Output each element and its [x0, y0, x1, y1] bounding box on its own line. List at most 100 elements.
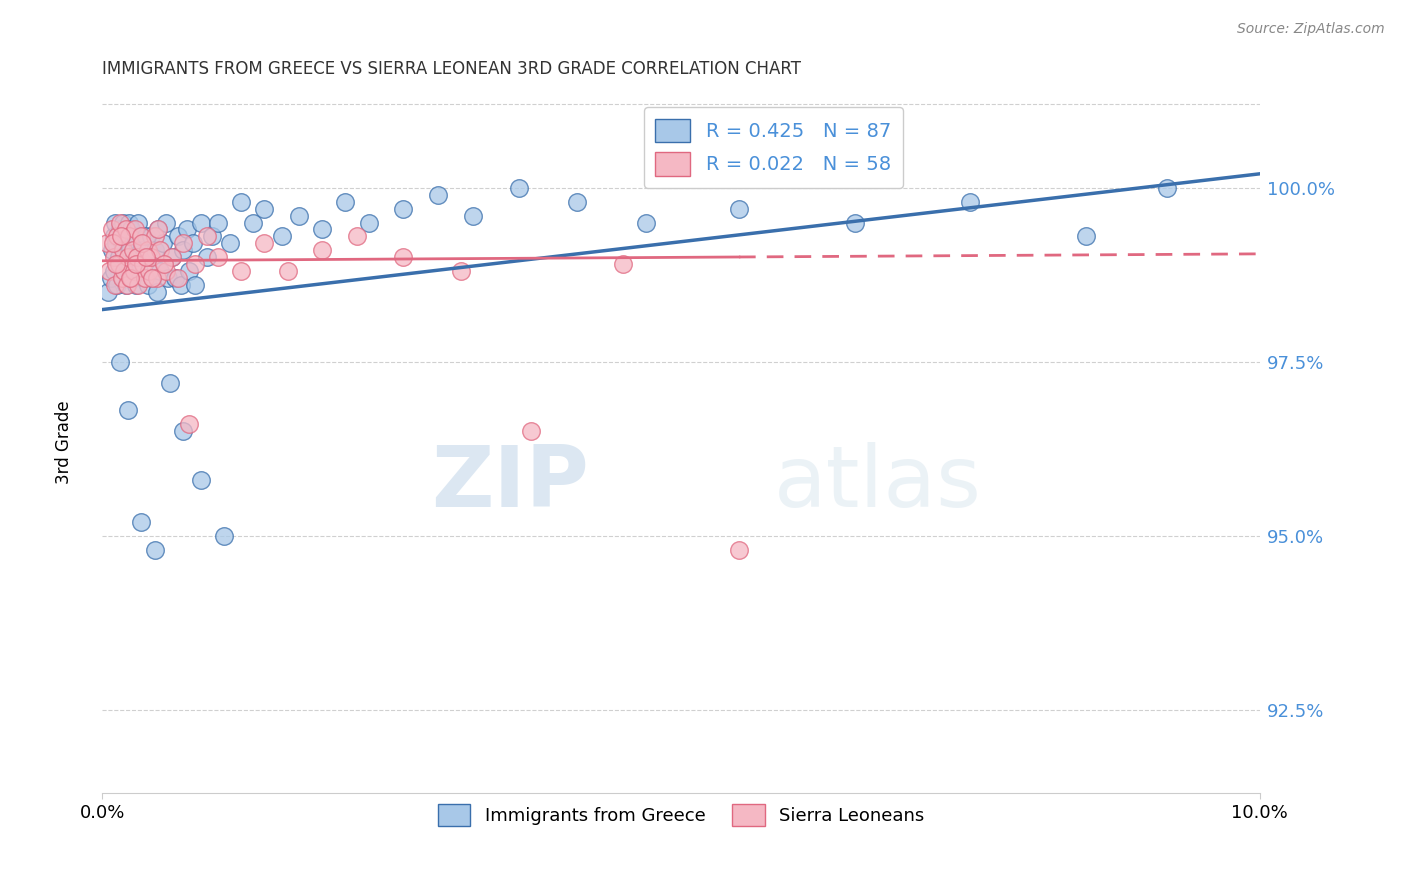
Point [139, 250, 162, 264]
Point [136, 278, 159, 293]
Text: ZIP: ZIP [430, 442, 589, 525]
Point [346, 229, 368, 244]
Text: atlas: atlas [773, 442, 981, 525]
Point [122, 250, 145, 264]
Point [277, 264, 299, 278]
Point [172, 244, 194, 258]
Point [165, 271, 187, 285]
Point [112, 215, 135, 229]
Point [120, 244, 142, 258]
Point [138, 250, 160, 264]
Point [146, 271, 169, 285]
Point [195, 229, 218, 244]
Point [127, 278, 149, 293]
Point [160, 250, 183, 264]
Point [427, 187, 450, 202]
Point [112, 244, 135, 258]
Point [118, 264, 141, 278]
Point [117, 236, 139, 251]
Point [231, 264, 253, 278]
Legend: Immigrants from Greece, Sierra Leoneans: Immigrants from Greece, Sierra Leoneans [430, 797, 932, 833]
Point [450, 264, 472, 278]
Point [152, 236, 174, 251]
Point [107, 229, 129, 244]
Point [160, 250, 183, 264]
Point [108, 215, 131, 229]
Point [118, 229, 141, 244]
Point [135, 250, 157, 264]
Point [129, 244, 152, 258]
Point [118, 215, 141, 229]
Point [212, 529, 235, 543]
Point [519, 425, 541, 439]
Point [636, 215, 658, 229]
Point [111, 236, 134, 251]
Point [201, 229, 224, 244]
Point [844, 215, 866, 229]
Point [231, 194, 253, 209]
Point [108, 355, 131, 369]
Point [114, 222, 136, 236]
Point [253, 236, 276, 251]
Point [132, 271, 155, 285]
Point [136, 244, 159, 258]
Point [100, 271, 122, 285]
Point [107, 257, 129, 271]
Point [149, 244, 172, 258]
Point [124, 229, 146, 244]
Point [461, 209, 484, 223]
Point [392, 250, 415, 264]
Point [122, 264, 145, 278]
Point [132, 250, 155, 264]
Point [159, 376, 181, 390]
Point [110, 257, 132, 271]
Point [97, 285, 120, 300]
Point [117, 403, 139, 417]
Point [184, 257, 207, 271]
Point [1076, 229, 1098, 244]
Point [179, 264, 201, 278]
Point [134, 271, 156, 285]
Point [120, 271, 142, 285]
Point [190, 473, 212, 487]
Point [218, 236, 240, 251]
Point [121, 244, 143, 258]
Point [166, 271, 188, 285]
Point [138, 264, 160, 278]
Point [103, 250, 125, 264]
Point [114, 229, 136, 244]
Point [125, 257, 148, 271]
Point [100, 222, 122, 236]
Point [117, 250, 139, 264]
Point [392, 202, 415, 216]
Point [612, 257, 634, 271]
Point [112, 271, 135, 285]
Point [207, 250, 229, 264]
Point [311, 244, 333, 258]
Text: IMMIGRANTS FROM GREECE VS SIERRA LEONEAN 3RD GRADE CORRELATION CHART: IMMIGRANTS FROM GREECE VS SIERRA LEONEAN… [103, 60, 801, 78]
Point [115, 257, 138, 271]
Point [105, 236, 128, 251]
Point [98, 264, 121, 278]
Point [127, 257, 149, 271]
Point [139, 229, 162, 244]
Point [107, 250, 129, 264]
Point [120, 271, 142, 285]
Point [565, 194, 588, 209]
Point [146, 222, 169, 236]
Point [242, 215, 264, 229]
Point [100, 244, 122, 258]
Point [152, 257, 174, 271]
Point [105, 257, 128, 271]
Point [253, 202, 276, 216]
Point [288, 209, 311, 223]
Point [121, 271, 143, 285]
Point [357, 215, 380, 229]
Y-axis label: 3rd Grade: 3rd Grade [55, 400, 73, 483]
Point [270, 229, 292, 244]
Point [149, 264, 172, 278]
Point [110, 229, 132, 244]
Point [120, 222, 142, 236]
Point [141, 271, 163, 285]
Point [959, 194, 981, 209]
